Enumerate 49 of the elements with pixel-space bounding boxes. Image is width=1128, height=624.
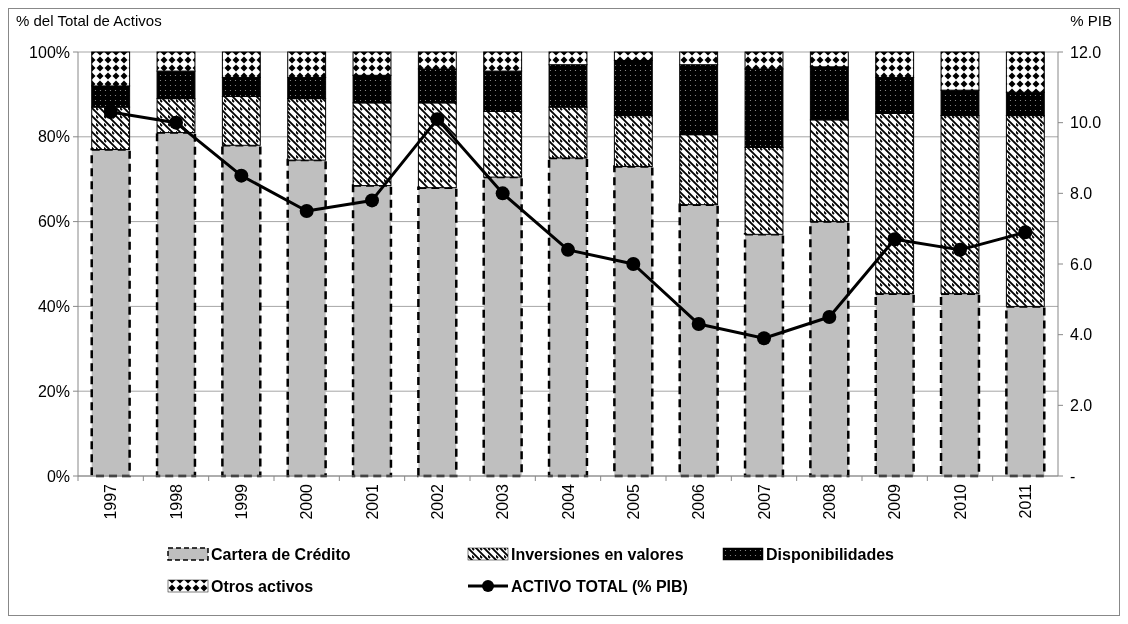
y-axis-title: % del Total de Activos <box>16 12 162 29</box>
point <box>561 242 575 257</box>
y2-tick-label: - <box>1070 467 1076 485</box>
legend-label: Cartera de Crédito <box>211 545 351 563</box>
x-tick-label: 1999 <box>232 483 250 520</box>
x-tick-label: 2006 <box>690 483 708 520</box>
y2-tick-label: 10.0 <box>1070 114 1102 132</box>
y-tick-label: 60% <box>37 213 70 231</box>
x-tick-label: 2007 <box>755 483 773 520</box>
point <box>495 186 510 201</box>
y-tick-label: 40% <box>37 298 70 315</box>
point <box>1018 225 1033 240</box>
x-tick-label: 2008 <box>820 483 838 520</box>
point <box>234 168 249 183</box>
y2-tick-label: 4.0 <box>1070 326 1093 344</box>
point <box>757 331 771 346</box>
y2-tick-label: 8.0 <box>1070 184 1093 202</box>
point <box>103 105 118 120</box>
x-tick-label: 1997 <box>102 483 120 520</box>
x-tick-label: 2009 <box>886 483 904 520</box>
point <box>691 317 706 332</box>
point <box>822 310 837 324</box>
x-tick-label: 2005 <box>624 483 642 520</box>
legend-label: ACTIVO TOTAL (% PIB) <box>511 577 688 595</box>
y-tick-label: 80% <box>37 128 70 146</box>
x-tick-label: 2010 <box>951 483 969 520</box>
y2-axis-title: % PIB <box>1070 12 1112 29</box>
y2-tick-label: 12.0 <box>1070 43 1102 61</box>
y-tick-label: 20% <box>37 382 70 400</box>
y-tick-label: 0% <box>46 467 70 485</box>
x-tick-label: 2002 <box>428 483 446 520</box>
x-tick-label: 2004 <box>559 483 577 520</box>
point <box>953 242 967 257</box>
point <box>626 257 641 271</box>
point <box>430 112 445 127</box>
y2-tick-label: 6.0 <box>1070 255 1093 273</box>
x-tick-label: 1998 <box>167 483 185 520</box>
x-tick-label: 2000 <box>298 483 316 520</box>
legend-label: Disponibilidades <box>766 545 895 563</box>
x-tick-label: 2011 <box>1016 483 1034 519</box>
legend-label: Otros activos <box>211 577 314 595</box>
point <box>887 232 902 247</box>
x-tick-label: 2001 <box>363 483 381 520</box>
x-tick-label: 2003 <box>494 483 512 520</box>
y-tick-label: 100% <box>29 43 70 61</box>
legend-label: Inversiones en valores <box>511 545 684 563</box>
y2-tick-label: 2.0 <box>1070 396 1093 414</box>
point <box>299 204 314 218</box>
point <box>365 193 379 208</box>
